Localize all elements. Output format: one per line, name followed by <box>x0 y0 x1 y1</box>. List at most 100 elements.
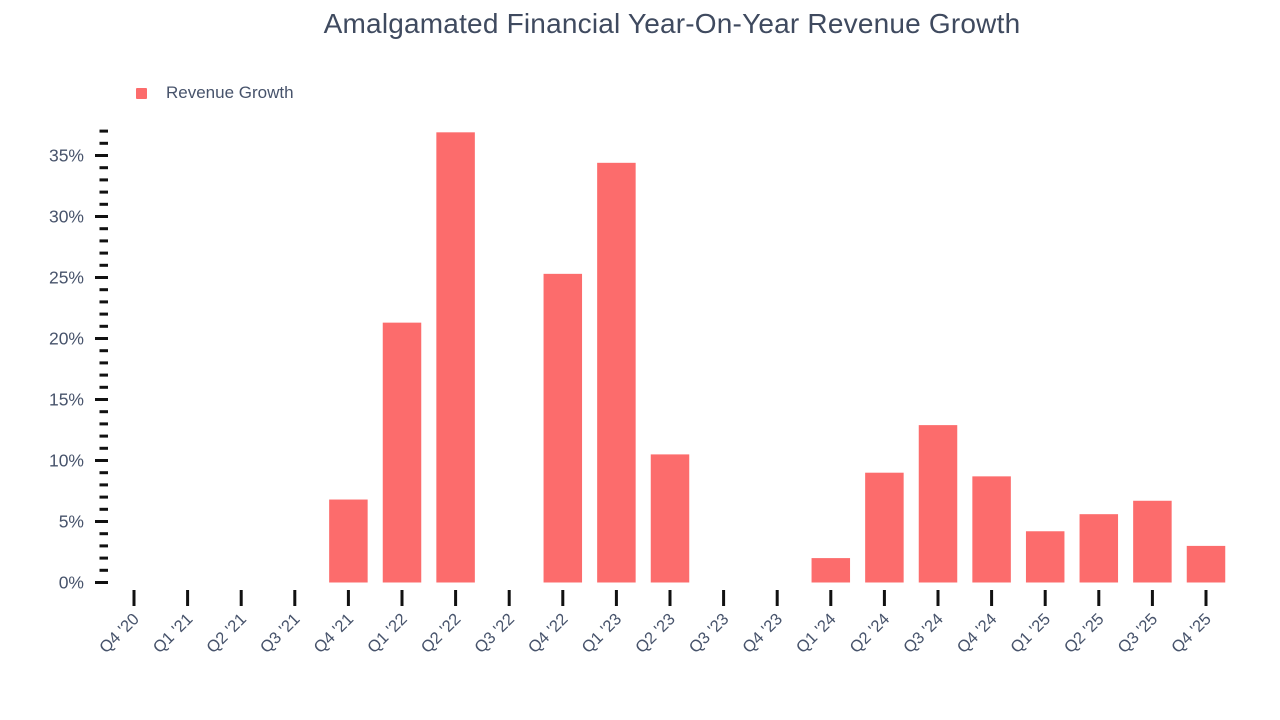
y-minor-tick <box>99 239 108 243</box>
bar[interactable] <box>1133 500 1172 583</box>
y-major-tick <box>95 154 108 157</box>
x-tick-label: Q2 '24 <box>846 610 893 657</box>
x-tick <box>1150 590 1154 606</box>
y-major-tick <box>95 398 108 401</box>
y-minor-tick <box>99 568 108 572</box>
x-tick <box>1043 590 1047 606</box>
x-tick <box>507 590 511 606</box>
x-tick <box>1097 590 1101 606</box>
x-tick-label: Q4 '24 <box>954 610 1001 657</box>
bar[interactable] <box>865 472 904 583</box>
y-minor-tick <box>99 166 108 170</box>
x-tick <box>561 590 565 606</box>
x-tick-label: Q2 '21 <box>203 610 250 657</box>
x-tick <box>829 590 833 606</box>
y-minor-tick <box>99 434 108 438</box>
y-minor-tick <box>99 178 108 182</box>
x-tick <box>186 590 190 606</box>
y-minor-tick <box>99 544 108 548</box>
y-minor-tick <box>99 422 108 426</box>
x-tick <box>454 590 458 606</box>
x-tick-label: Q2 '23 <box>632 610 679 657</box>
x-tick-label: Q1 '25 <box>1007 610 1054 657</box>
bar[interactable] <box>543 273 583 583</box>
x-tick <box>239 590 243 606</box>
bar[interactable] <box>650 454 690 583</box>
y-tick-label: 10% <box>49 451 84 471</box>
bar[interactable] <box>1025 531 1065 583</box>
y-tick-label: 0% <box>59 573 84 593</box>
x-tick-label: Q4 '21 <box>310 610 357 657</box>
x-tick-label: Q2 '22 <box>418 610 465 657</box>
y-minor-tick <box>99 410 108 414</box>
bars <box>329 132 1226 583</box>
y-tick-label: 5% <box>59 512 84 532</box>
bar[interactable] <box>918 425 958 583</box>
x-tick-label: Q3 '21 <box>257 610 304 657</box>
x-tick-label: Q1 '24 <box>793 610 840 657</box>
x-tick <box>346 590 350 606</box>
x-tick-label: Q4 '20 <box>96 610 143 657</box>
y-minor-tick <box>99 141 108 145</box>
y-minor-tick <box>99 300 108 304</box>
x-tick-label: Q4 '23 <box>739 610 786 657</box>
legend-marker-icon <box>136 87 147 99</box>
x-tick <box>614 590 618 606</box>
x-tick <box>1204 590 1208 606</box>
x-tick-label: Q3 '25 <box>1114 610 1161 657</box>
x-tick <box>400 590 404 606</box>
y-minor-tick <box>99 495 108 499</box>
y-minor-tick <box>99 532 108 536</box>
y-tick-label: 15% <box>49 390 84 410</box>
x-axis: Q4 '20 Q1 '21 Q2 '21 Q3 '21 Q4 '21 Q1 '22 Q2 '… <box>96 590 1215 657</box>
legend: Revenue Growth <box>136 83 294 103</box>
bar[interactable] <box>811 558 851 583</box>
bar[interactable] <box>597 162 636 583</box>
bar[interactable] <box>972 476 1011 583</box>
x-tick-label: Q4 '25 <box>1168 610 1215 657</box>
x-tick-label: Q3 '22 <box>471 610 518 657</box>
y-minor-tick <box>99 288 108 292</box>
x-tick-label: Q3 '24 <box>900 610 947 657</box>
y-tick-label: 20% <box>49 329 84 349</box>
y-major-tick <box>95 520 108 523</box>
bar[interactable] <box>436 132 475 583</box>
y-minor-tick <box>99 361 108 365</box>
x-tick-label: Q4 '22 <box>525 610 572 657</box>
x-tick-label: Q2 '25 <box>1061 610 1108 657</box>
bar[interactable] <box>1186 545 1226 583</box>
y-major-tick <box>95 215 108 218</box>
x-tick <box>990 590 994 606</box>
bar[interactable] <box>1079 514 1119 583</box>
y-minor-tick <box>99 373 108 377</box>
x-tick <box>775 590 779 606</box>
y-tick-label: 30% <box>49 207 84 227</box>
chart-title: Amalgamated Financial Year-On-Year Reven… <box>323 8 1021 39</box>
y-minor-tick <box>99 483 108 487</box>
y-minor-tick <box>99 312 108 316</box>
y-minor-tick <box>99 227 108 231</box>
y-tick-label: 35% <box>49 146 84 166</box>
x-tick <box>936 590 940 606</box>
y-minor-tick <box>99 190 108 194</box>
y-minor-tick <box>99 129 108 133</box>
x-tick-label: Q1 '21 <box>150 610 197 657</box>
x-tick <box>132 590 136 606</box>
y-major-tick <box>95 337 108 340</box>
y-minor-tick <box>99 385 108 389</box>
y-major-tick <box>95 276 108 279</box>
x-tick-label: Q1 '22 <box>364 610 411 657</box>
x-tick-label: Q3 '23 <box>686 610 733 657</box>
bar[interactable] <box>329 499 368 583</box>
y-minor-tick <box>99 263 108 267</box>
x-tick-label: Q1 '23 <box>578 610 625 657</box>
y-tick-label: 25% <box>49 268 84 288</box>
y-minor-tick <box>99 324 108 328</box>
x-tick <box>882 590 886 606</box>
y-minor-tick <box>99 446 108 450</box>
y-minor-tick <box>99 556 108 560</box>
bar[interactable] <box>382 322 422 583</box>
y-minor-tick <box>99 202 108 206</box>
y-minor-tick <box>99 507 108 511</box>
x-tick <box>722 590 726 606</box>
